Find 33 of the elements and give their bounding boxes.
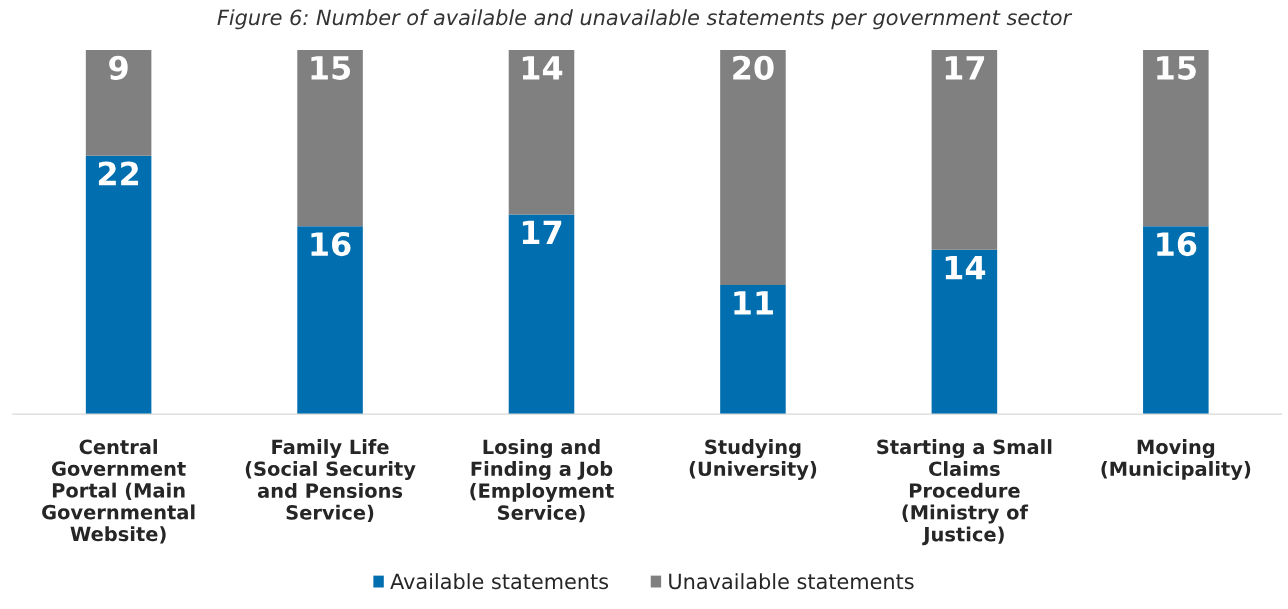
data-label: 11 — [734, 291, 773, 315]
bar — [85, 155, 152, 415]
x-tick-label: Studying (University) — [689, 439, 817, 481]
data-label: 15 — [1157, 56, 1196, 80]
bar — [1143, 49, 1209, 227]
x-tick-label: Central Government Portal (Main Governmental Website) — [42, 439, 195, 544]
bar — [85, 49, 152, 156]
data-label: 16 — [1157, 232, 1197, 257]
bar — [931, 249, 998, 415]
chart-title: Figure 6: Number of available and unavailable statements per government sector — [217, 9, 1073, 30]
data-label: 17 — [522, 220, 562, 244]
data-label: 20 — [733, 55, 774, 80]
bar — [720, 284, 786, 415]
x-tick-label: Family Life (Social Security and Pensions Service) — [245, 439, 416, 523]
data-label: 15 — [311, 56, 351, 80]
data-label: 9 — [109, 55, 128, 80]
data-label: 17 — [945, 56, 985, 80]
x-tick-label: Moving (Municipality) — [1101, 439, 1251, 481]
bar — [297, 226, 363, 415]
bar — [1143, 226, 1209, 415]
data-label: 14 — [945, 255, 986, 280]
x-tick-label: Starting a Small Claims Procedure (Ministry of Justice) — [877, 439, 1052, 546]
x-tick-label: Losing and Finding a Job (Employment Service) — [470, 439, 614, 523]
bar — [508, 214, 575, 415]
bar — [931, 49, 998, 250]
legend-label: Available statements — [390, 573, 609, 590]
legend-label: Unavailable statements — [669, 573, 914, 590]
data-label: 14 — [522, 56, 563, 80]
data-label: 22 — [98, 161, 139, 186]
bar — [720, 49, 786, 285]
bar — [297, 49, 363, 227]
data-label: 16 — [311, 232, 351, 257]
bar — [508, 49, 575, 215]
